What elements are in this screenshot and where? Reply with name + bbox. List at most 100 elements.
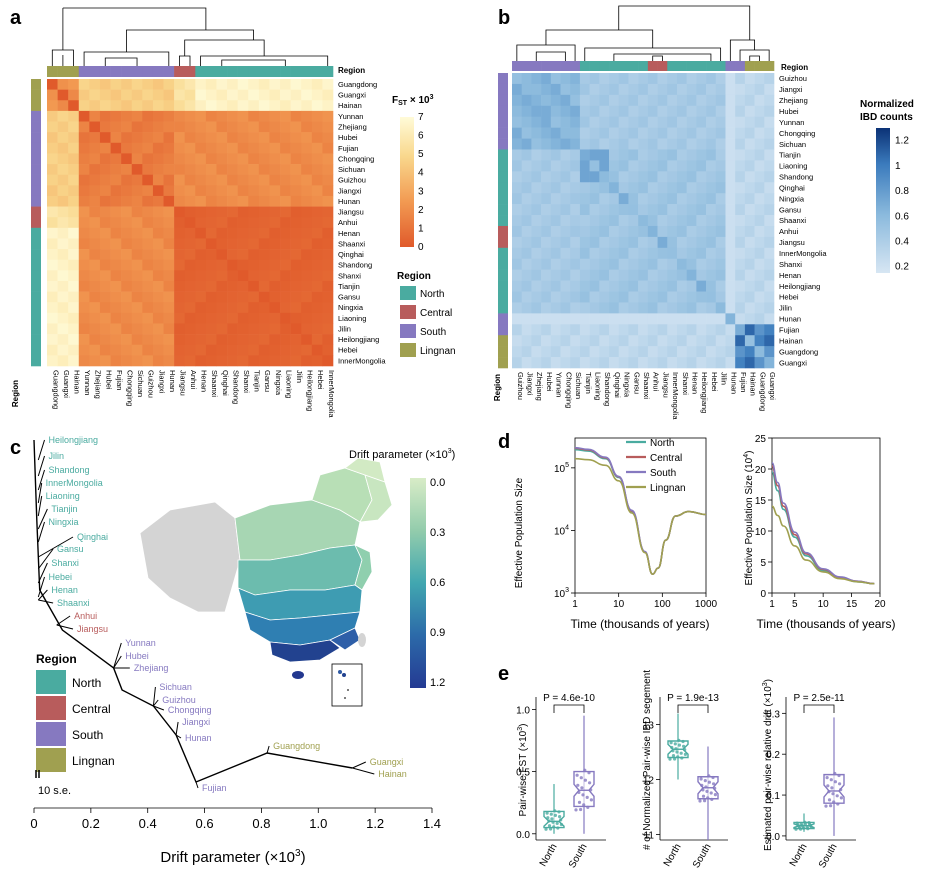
- heatmap-cell: [258, 174, 270, 186]
- colorbar-tick-label: 0: [418, 242, 424, 253]
- heatmap-cell: [110, 195, 122, 207]
- heatmap-cell: [735, 204, 746, 216]
- row-label: Chongqing: [338, 154, 374, 163]
- heatmap-cell: [560, 171, 571, 183]
- heatmap-cell: [322, 110, 334, 122]
- heatmap-cell: [512, 127, 522, 139]
- heatmap-cell: [142, 185, 154, 197]
- heatmap-cell: [290, 195, 302, 207]
- heatmap-cell: [89, 110, 101, 122]
- heatmap-cell: [512, 171, 522, 183]
- col-label: Guangxi: [62, 370, 71, 398]
- series-line-south: [771, 462, 875, 585]
- heatmap-cell: [599, 346, 610, 358]
- heatmap-cell: [686, 236, 697, 249]
- heatmap-cell: [57, 206, 69, 218]
- heatmap-cell: [205, 280, 217, 292]
- heatmap-cell: [205, 270, 217, 282]
- heatmap-cell: [131, 344, 143, 356]
- heatmap-cell: [667, 324, 678, 336]
- heatmap-cell: [754, 160, 765, 172]
- heatmap-cell: [195, 185, 207, 197]
- heatmap-cell: [706, 193, 717, 205]
- series-line-lingnan: [574, 457, 707, 576]
- heatmap-cell: [216, 174, 228, 186]
- heatmap-cell: [142, 89, 154, 101]
- heatmap-cell: [290, 355, 302, 367]
- heatmap-cell: [110, 79, 122, 90]
- heatmap-cell: [647, 302, 658, 314]
- heatmap-cell: [163, 334, 175, 346]
- heatmap-cell: [47, 334, 58, 346]
- heatmap-cell: [280, 270, 291, 282]
- heatmap-cell: [735, 324, 746, 336]
- heatmap-cell: [216, 206, 228, 218]
- heatmap-cell: [647, 182, 658, 194]
- heatmap-cell: [89, 79, 101, 90]
- heatmap-cell: [609, 73, 620, 85]
- heatmap-cell: [706, 73, 717, 85]
- heatmap-cell: [131, 302, 143, 314]
- heatmap-cell: [174, 195, 185, 207]
- heatmap-cell: [550, 149, 561, 161]
- row-label: Hebei: [779, 293, 799, 302]
- heatmap-cell: [311, 291, 323, 303]
- heatmap-cell: [227, 174, 238, 186]
- heatmap-cell: [216, 249, 228, 260]
- heatmap-cell: [121, 100, 133, 112]
- heatmap-cell: [205, 238, 217, 250]
- heatmap-cell: [628, 280, 639, 292]
- heatmap-cell: [131, 249, 143, 260]
- heatmap-cell: [205, 259, 217, 271]
- region-cell-top: [560, 61, 571, 71]
- colorbar-tick-label: 1: [418, 223, 424, 234]
- heatmap-cell: [99, 195, 111, 207]
- heatmap-cell: [647, 138, 658, 150]
- heatmap-cell: [68, 142, 80, 154]
- heatmap-cell: [174, 259, 185, 271]
- heatmap-cell: [764, 346, 775, 358]
- region-cell-top: [57, 66, 69, 77]
- data-point: [827, 798, 832, 802]
- heatmap-cell: [68, 302, 80, 314]
- heatmap-cell: [512, 204, 522, 216]
- heatmap-cell: [47, 89, 58, 101]
- heatmap-cell: [686, 269, 697, 281]
- heatmap-cell: [599, 269, 610, 281]
- heatmap-cell: [205, 323, 217, 335]
- heatmap-cell: [706, 160, 717, 172]
- heatmap-cell: [227, 323, 238, 335]
- heatmap-cell: [715, 182, 726, 194]
- heatmap-cell: [531, 258, 542, 270]
- heatmap-cell: [163, 312, 175, 324]
- heatmap-cell: [667, 258, 678, 270]
- heatmap-cell: [550, 357, 561, 369]
- heatmap-cell: [280, 132, 291, 144]
- heatmap-cell: [322, 323, 334, 335]
- tree-branch: [37, 562, 48, 584]
- x-tick-label: 10: [818, 599, 830, 610]
- heatmap-cell: [657, 269, 668, 281]
- heatmap-cell: [715, 236, 726, 249]
- heatmap-cell: [152, 79, 164, 90]
- x-tick-label: 1: [769, 599, 775, 610]
- heatmap-cell: [322, 302, 334, 314]
- heatmap-cell: [696, 269, 707, 281]
- heatmap-cell: [301, 206, 313, 218]
- heatmap-cell: [541, 171, 552, 183]
- col-label: Jiangxi: [157, 370, 166, 394]
- heatmap-cell: [589, 171, 600, 183]
- colorbar-tick-label: 0.2: [895, 262, 909, 273]
- heatmap-cell: [89, 344, 101, 356]
- heatmap-cell: [280, 280, 291, 292]
- heatmap-cell: [638, 149, 649, 161]
- heatmap-cell: [744, 291, 755, 303]
- heatmap-cell: [531, 247, 542, 260]
- heatmap-cell: [142, 344, 154, 356]
- heatmap-cell: [686, 291, 697, 303]
- heatmap-cell: [99, 323, 111, 335]
- heatmap-cell: [110, 238, 122, 250]
- heatmap-cell: [686, 204, 697, 216]
- heatmap-cell: [531, 149, 542, 161]
